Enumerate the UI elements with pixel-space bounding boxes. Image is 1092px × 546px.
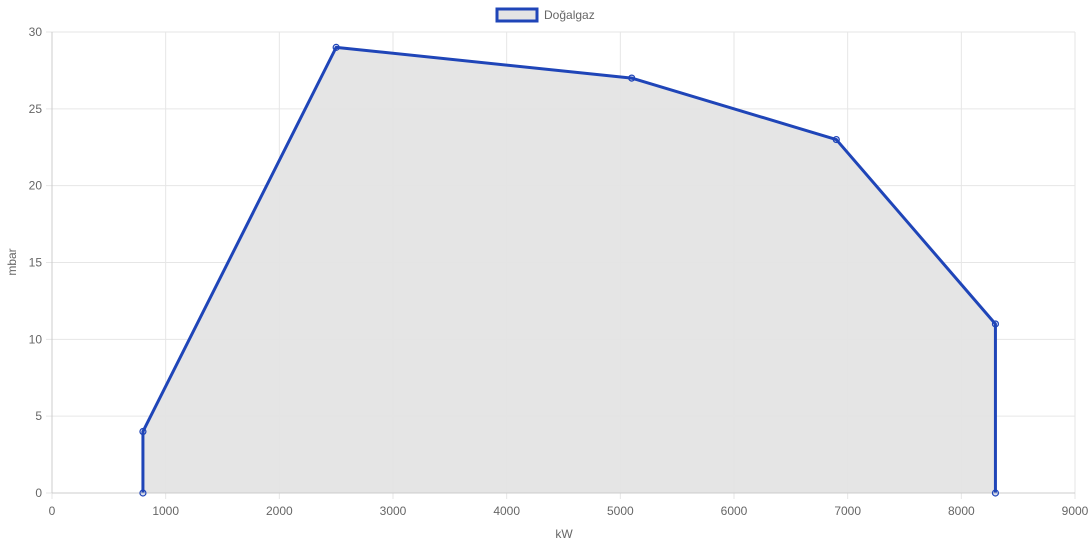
x-tick-label: 8000 bbox=[948, 504, 975, 518]
x-tick-label: 1000 bbox=[152, 504, 179, 518]
y-axis-title: mbar bbox=[5, 248, 19, 275]
legend-label[interactable]: Doğalgaz bbox=[544, 8, 595, 22]
x-tick-label: 2000 bbox=[266, 504, 293, 518]
x-axis-title: kW bbox=[555, 527, 573, 541]
y-tick-label: 15 bbox=[29, 256, 43, 270]
series-line bbox=[141, 45, 997, 493]
tick-labels: 0 1000 2000 3000 4000 5000 6000 7000 8000 9000 0 5 1… bbox=[29, 25, 1089, 518]
y-tick-label: 25 bbox=[29, 102, 43, 116]
x-tick-label: 5000 bbox=[607, 504, 634, 518]
x-tick-label: 4000 bbox=[493, 504, 520, 518]
data-point[interactable] bbox=[832, 135, 840, 144]
data-points bbox=[139, 43, 1000, 497]
x-tick-label: 3000 bbox=[380, 504, 407, 518]
x-tick-label: 7000 bbox=[834, 504, 861, 518]
y-tick-label: 10 bbox=[29, 332, 43, 346]
data-point[interactable] bbox=[628, 74, 636, 82]
data-point[interactable] bbox=[991, 489, 1000, 497]
y-tick-label: 0 bbox=[35, 486, 42, 500]
data-point[interactable] bbox=[991, 320, 1000, 328]
x-tick-label: 6000 bbox=[721, 504, 748, 518]
series-area bbox=[141, 45, 997, 493]
data-point[interactable] bbox=[332, 43, 340, 51]
legend[interactable]: Doğalgaz bbox=[495, 7, 595, 23]
axes bbox=[51, 32, 1075, 494]
series-fill bbox=[142, 47, 996, 493]
data-point[interactable] bbox=[139, 427, 147, 436]
legend-swatch[interactable] bbox=[495, 7, 539, 23]
x-tick-label: 9000 bbox=[1062, 504, 1089, 518]
x-tick-label: 0 bbox=[49, 504, 56, 518]
y-tick-label: 5 bbox=[35, 409, 42, 423]
y-tick-label: 20 bbox=[29, 179, 43, 193]
y-tick-label: 30 bbox=[29, 25, 43, 39]
data-point[interactable] bbox=[139, 489, 147, 497]
